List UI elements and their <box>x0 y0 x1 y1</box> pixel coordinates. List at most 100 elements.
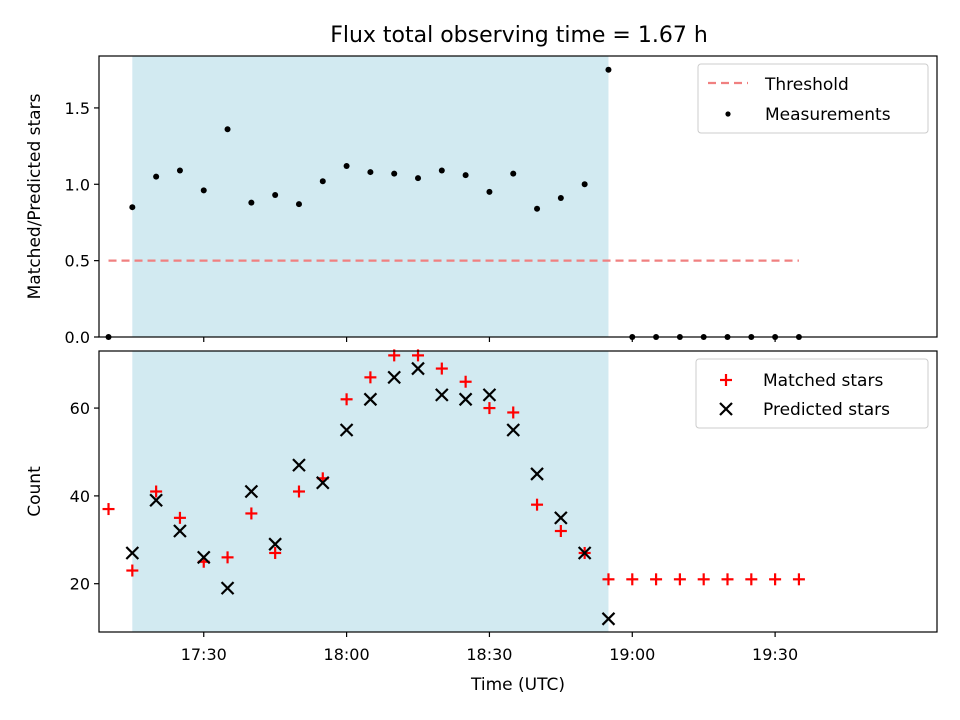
matched-star-point <box>269 546 282 559</box>
predicted-star-point <box>458 392 473 407</box>
measurement-point <box>581 181 588 188</box>
matched-star-point <box>150 485 163 498</box>
top-ytick-label: 1.0 <box>65 175 90 194</box>
measurement-point <box>486 188 493 195</box>
top-legend: Threshold Measurements <box>697 63 929 134</box>
predicted-star-point <box>244 484 259 499</box>
predicted-star-point <box>411 361 425 376</box>
top-ytick-label: 0.0 <box>65 328 90 347</box>
chart-title: Flux total observing time = 1.67 h <box>330 23 708 48</box>
x-tick-label: 18:30 <box>466 645 512 664</box>
measurement-point <box>534 205 541 212</box>
measurement-point <box>153 173 160 180</box>
matched-star-point <box>102 503 115 516</box>
predicted-star-point <box>149 493 163 508</box>
measurement-point <box>272 191 279 198</box>
predicted-star-point <box>601 612 616 626</box>
legend-measurements-swatch <box>725 111 731 117</box>
predicted-star-point <box>482 388 497 402</box>
top-panel: 0.0 0.5 1.0 1.5 Matched/Predicted stars Thr… <box>25 55 938 347</box>
matched-star-point <box>364 371 377 384</box>
predicted-star-point <box>339 423 354 437</box>
measurement-point <box>510 170 517 177</box>
matched-star-point <box>650 573 663 586</box>
measurement-point <box>295 201 302 208</box>
measurement-point <box>224 126 231 133</box>
bottom-legend: Matched stars Predicted stars <box>695 358 929 429</box>
measurement-point <box>319 178 326 185</box>
measurement-point <box>176 167 183 174</box>
legend-matched-swatch <box>720 374 732 386</box>
matched-star-point <box>245 507 258 520</box>
predicted-star-point <box>530 467 544 481</box>
predicted-star-point <box>316 475 330 490</box>
matched-star-point <box>745 573 758 586</box>
measurement-point <box>605 66 612 73</box>
predicted-star-point <box>577 546 592 560</box>
matched-star-point <box>435 362 448 375</box>
measurement-point <box>462 172 469 179</box>
predicted-star-point <box>220 581 235 595</box>
predicted-star-point <box>268 537 282 551</box>
bottom-frame <box>98 350 938 633</box>
predicted-star-point <box>387 370 401 385</box>
x-tick-label: 18:00 <box>324 645 370 664</box>
matched-star-point <box>697 573 710 586</box>
measurement-point <box>367 169 374 176</box>
measurement-point <box>415 175 422 182</box>
matched-star-point <box>769 573 782 586</box>
predicted-star-point <box>173 524 187 538</box>
predicted-star-point <box>292 458 306 472</box>
matched-star-point <box>554 525 567 538</box>
legend-threshold-label: Threshold <box>764 75 849 95</box>
top-y-axis-label: Matched/Predicted stars <box>25 93 45 299</box>
legend-measurements-label: Measurements <box>765 105 891 125</box>
bottom-panel: 20 40 60 17:30 18:00 18:30 19:00 19:30 Count Ti… <box>25 349 938 695</box>
matched-star-point <box>459 375 472 388</box>
bot-ytick-label: 40 <box>70 487 90 506</box>
bottom-axes: 20 40 60 17:30 18:00 18:30 19:00 19:30 <box>70 399 799 664</box>
predicted-star-point <box>506 423 521 437</box>
bottom-y-axis-label: Count <box>25 466 45 517</box>
predicted-star-point <box>196 550 211 565</box>
x-axis-label: Time (UTC) <box>470 675 565 695</box>
top-ytick-label: 1.5 <box>65 99 90 118</box>
legend-predicted-label: Predicted stars <box>763 400 890 420</box>
matched-star-point <box>292 485 305 498</box>
measurement-point <box>557 195 564 202</box>
matched-star-point <box>531 498 544 511</box>
matched-star-point <box>483 402 496 415</box>
measurement-point <box>200 187 207 194</box>
bot-ytick-label: 60 <box>70 399 90 418</box>
matched-star-point <box>507 406 520 419</box>
predicted-star-point <box>125 546 140 560</box>
measurement-point <box>343 162 350 169</box>
legend-predicted-swatch <box>719 402 733 416</box>
legend-box <box>697 63 929 134</box>
matched-star-point <box>721 573 734 586</box>
matched-star-point <box>792 573 805 586</box>
bottom-marks <box>102 349 805 626</box>
x-tick-label: 17:30 <box>181 645 227 664</box>
top-marks <box>105 66 802 340</box>
legend-box <box>695 358 929 429</box>
matched-star-point <box>626 573 639 586</box>
predicted-star-point <box>435 388 449 402</box>
legend-matched-label: Matched stars <box>763 371 883 391</box>
bot-ytick-label: 20 <box>70 575 90 594</box>
predicted-star-point <box>554 511 568 525</box>
top-axes: 0.0 0.5 1.0 1.5 <box>65 99 776 347</box>
matched-star-point <box>221 551 234 564</box>
bottom-observing-window <box>132 351 609 632</box>
measurement-point <box>391 170 398 177</box>
measurement-point <box>438 167 445 174</box>
top-observing-window <box>132 56 609 337</box>
matched-star-point <box>126 564 139 577</box>
top-ytick-label: 0.5 <box>65 252 90 271</box>
matched-star-point <box>602 573 615 586</box>
predicted-star-point <box>363 392 378 407</box>
top-frame <box>98 55 938 338</box>
matched-star-point <box>673 573 686 586</box>
matched-star-point <box>340 393 353 406</box>
